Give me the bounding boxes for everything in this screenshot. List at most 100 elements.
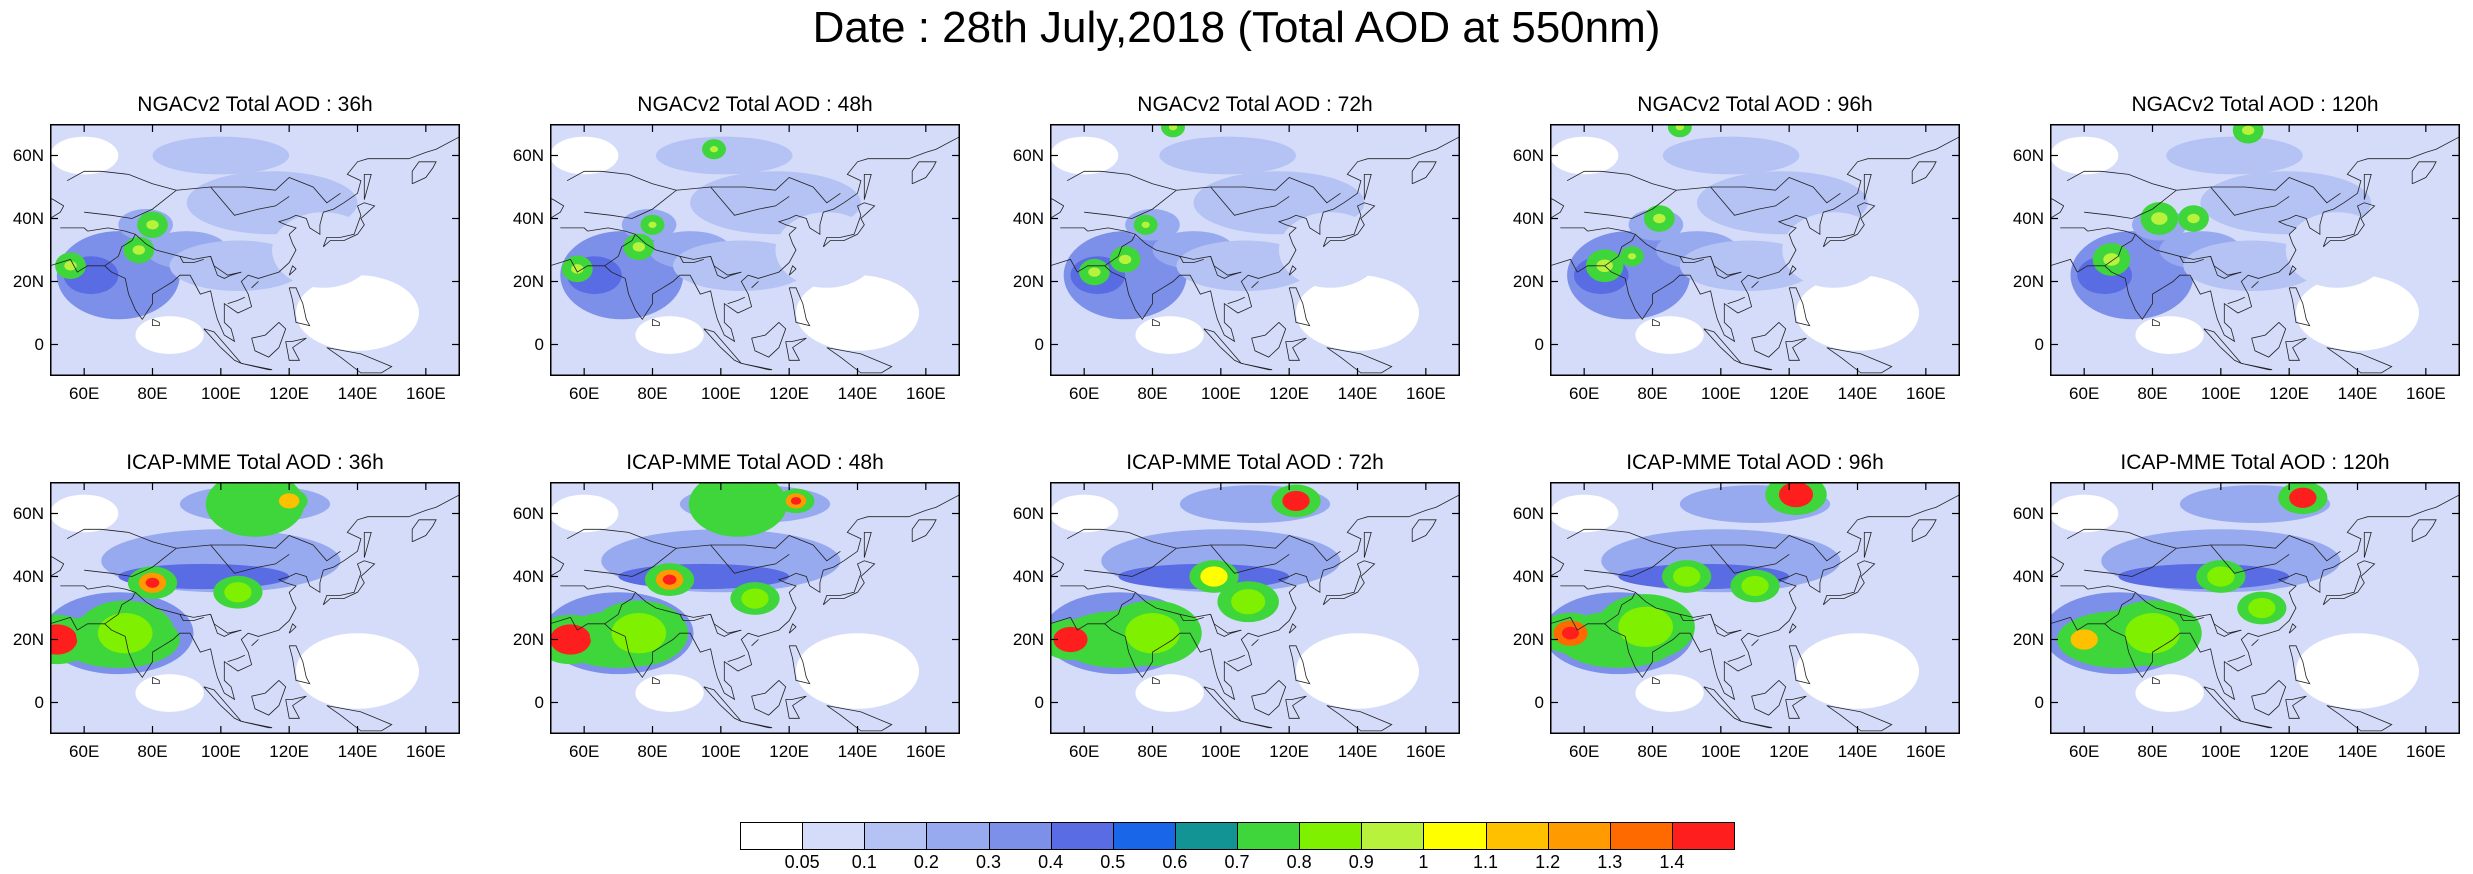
coastline <box>210 614 242 637</box>
coastline <box>1363 532 1372 558</box>
clean-air-region <box>550 136 619 175</box>
coastline <box>285 695 307 719</box>
map-frame <box>50 124 460 376</box>
x-tick-label: 120E <box>1769 742 1810 761</box>
aod-map <box>50 124 460 376</box>
x-tick-label: 160E <box>2405 742 2446 761</box>
coastline <box>1604 592 1636 625</box>
coastline <box>1411 519 1437 543</box>
coastline <box>66 170 177 191</box>
coastline <box>1751 679 1787 716</box>
coastline <box>2411 519 2437 543</box>
y-tick-label: 40N <box>12 208 44 228</box>
coastline <box>1288 623 1297 634</box>
aod-plume <box>1667 124 1692 138</box>
x-tick-label: 160E <box>1905 742 1946 761</box>
page-title: Date : 28th July,2018 (Total AOD at 550n… <box>812 3 1661 52</box>
coastline <box>1710 186 1790 216</box>
colorbar-swatch <box>1485 822 1549 850</box>
low-aod-region <box>2350 529 2433 593</box>
coastline <box>751 639 759 647</box>
x-tick-label: 80E <box>637 742 668 761</box>
coastline <box>1826 347 1893 374</box>
x-tick-label: 120E <box>769 384 810 403</box>
aod-map <box>1550 124 1960 376</box>
coastline <box>1727 296 1745 304</box>
aod-plume <box>632 242 645 252</box>
aod-plume <box>272 212 375 288</box>
coastline <box>1179 256 1204 264</box>
coastline <box>1785 695 1807 719</box>
y-tick-label: 40N <box>2012 566 2044 586</box>
coastline <box>679 614 704 622</box>
coastline <box>2288 645 2311 685</box>
coastline <box>1050 136 1460 343</box>
y-tick-label: 20N <box>2012 271 2044 291</box>
coastline <box>1050 555 1065 608</box>
coastline <box>1179 614 1204 622</box>
aod-map <box>1050 482 1460 734</box>
clean-air-region <box>1635 674 1704 712</box>
coastline <box>1587 227 1742 276</box>
clean-air-region <box>2050 136 2119 175</box>
aod-plume <box>1061 633 1080 646</box>
y-tick-label: 20N <box>12 629 44 649</box>
colorbar-label: 1.3 <box>1597 852 1623 872</box>
coastline <box>363 174 372 200</box>
aod-plume <box>2242 125 2255 136</box>
coastline <box>1822 202 1876 248</box>
aod-plume <box>1159 136 1296 175</box>
map-area: 60E 80E 100E 120E 140E 160E 60N 40N 20N 0 <box>513 482 960 761</box>
colorbar-label: 0.6 <box>1162 852 1188 872</box>
coastline <box>727 296 745 304</box>
coastline <box>251 281 259 289</box>
coastline <box>288 645 311 685</box>
panel-title: NGACv2 Total AOD : 48h <box>637 93 873 116</box>
coastline <box>1227 296 1245 304</box>
coastline <box>1584 535 1841 577</box>
coastline <box>550 136 960 343</box>
colorbar-swatch <box>1050 822 1114 850</box>
colorbar-label: 0.7 <box>1224 852 1250 872</box>
coastline <box>1788 287 1811 327</box>
coastline <box>288 265 297 276</box>
coastline <box>1604 234 1636 267</box>
x-tick-label: 120E <box>2269 384 2310 403</box>
y-tick-label: 60N <box>512 145 544 165</box>
coastline <box>751 321 787 358</box>
y-tick-label: 40N <box>512 566 544 586</box>
map-panel: NGACv2 Total AOD : 72h 60E 80E 100E 120E 140E… <box>1000 92 1460 412</box>
coastline <box>1288 287 1311 327</box>
coastline <box>1710 256 1742 279</box>
clean-air-region <box>796 275 919 351</box>
coastline <box>2179 256 2204 264</box>
y-tick-label: 60N <box>2012 503 2044 523</box>
coastline <box>227 296 245 304</box>
x-tick-label: 160E <box>405 384 446 403</box>
panel-title: NGACv2 Total AOD : 36h <box>137 93 373 116</box>
coastline <box>550 197 565 250</box>
colorbar-swatch <box>1671 822 1735 850</box>
coastline <box>1741 363 1773 371</box>
y-tick-label: 0 <box>34 334 44 354</box>
y-tick-label: 20N <box>1012 271 1044 291</box>
map-area: 60E 80E 100E 120E 140E 160E 60N 40N 20N 0 <box>1513 124 1960 403</box>
clean-air-region <box>135 674 204 712</box>
aod-plume <box>1741 575 1769 597</box>
y-tick-label: 0 <box>1034 692 1044 712</box>
x-tick-label: 100E <box>200 384 241 403</box>
x-tick-label: 80E <box>1637 384 1668 403</box>
coastline <box>1911 519 1937 543</box>
coastline <box>2066 170 2177 191</box>
aod-map <box>550 482 960 734</box>
coastline <box>1084 177 1341 219</box>
aod-plume <box>1200 566 1228 587</box>
coastline <box>1679 614 1704 622</box>
coastline <box>560 585 588 590</box>
aod-plume <box>662 574 677 585</box>
coastline <box>60 227 88 232</box>
x-tick-label: 80E <box>637 384 668 403</box>
aod-plume <box>50 631 68 648</box>
colorbar-swatch <box>1112 822 1176 850</box>
coastline <box>1066 170 1177 191</box>
